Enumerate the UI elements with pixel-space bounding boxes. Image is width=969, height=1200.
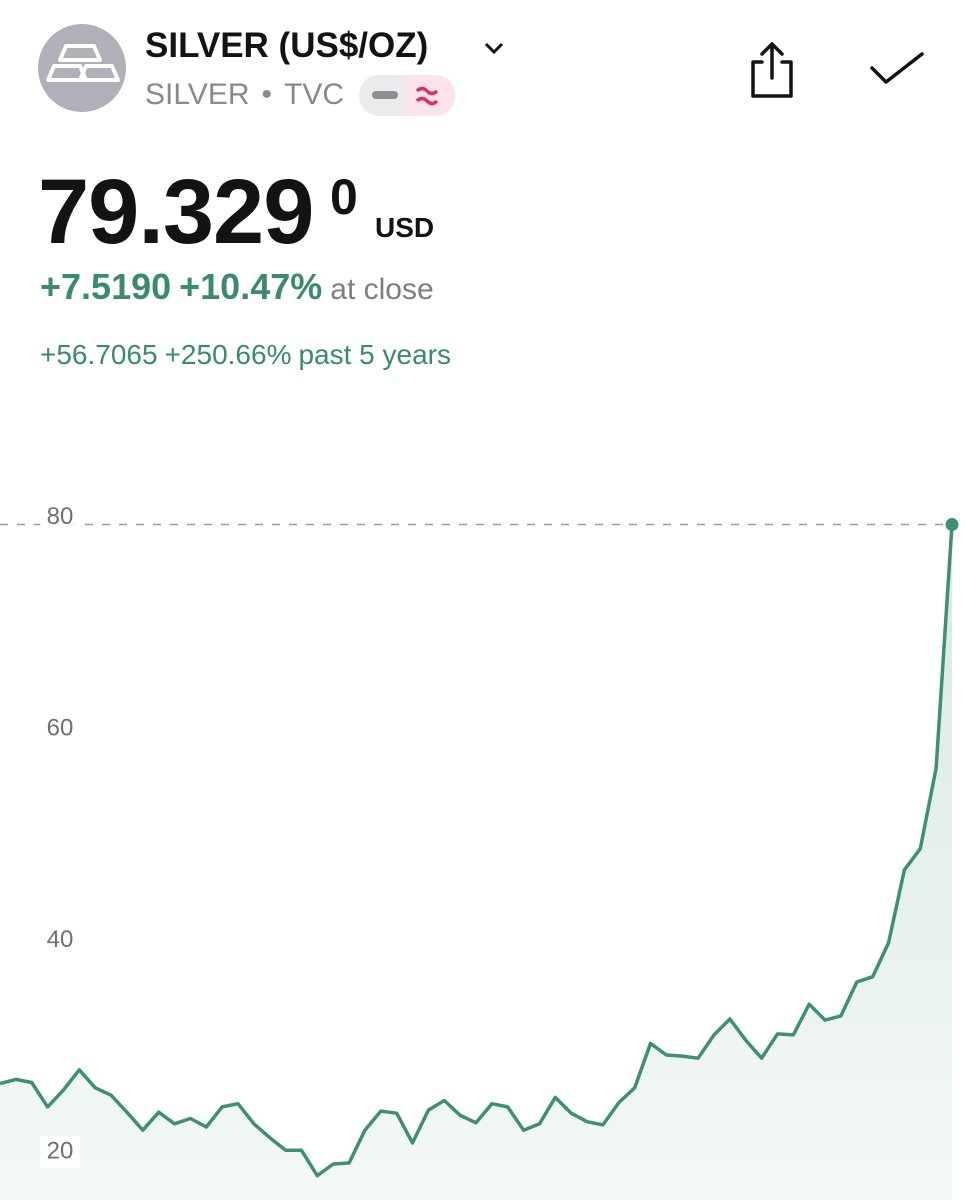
change-row: +7.5190 +10.47% at close [40,266,442,308]
silver-bars-icon [46,44,120,82]
y-tick-label: 60 [47,714,74,741]
status: at close [330,273,434,306]
currency: USD [375,212,435,243]
separator: • [261,78,273,111]
price-last-digit: 0 [330,169,358,225]
dropdown-chevron[interactable] [484,42,504,55]
period-label: past 5 years [298,339,451,370]
exchange: TVC [284,78,345,111]
price-line [0,524,954,1178]
y-tick-label-bg [40,1136,80,1169]
y-tick-label: 20 [47,1138,74,1165]
period-change-percent: +250.66% [164,339,292,370]
share-button[interactable] [751,42,793,98]
change: +7.5190 [40,266,172,307]
y-tick-label: 40 [47,926,74,953]
area-fill [0,524,952,1200]
y-tick-label-bg [40,501,80,534]
symbol: SILVER [145,78,250,111]
price: 79.329 [38,161,314,263]
y-tick-label-bg [40,713,80,746]
data-badge [359,75,456,116]
header-icons [38,24,924,116]
instrument-title[interactable]: SILVER (US$/OZ) [145,26,429,65]
period-change-row: +56.7065 +250.66% past 5 years [40,339,458,371]
change-percent: +10.47% [179,266,323,307]
y-tick-label-bg [40,924,80,957]
done-button[interactable] [870,52,924,84]
last-point [945,518,959,532]
y-tick-label: 80 [47,503,74,530]
instrument-subtitle: SILVER • TVC [145,78,356,112]
period-change: +56.7065 [40,339,158,370]
